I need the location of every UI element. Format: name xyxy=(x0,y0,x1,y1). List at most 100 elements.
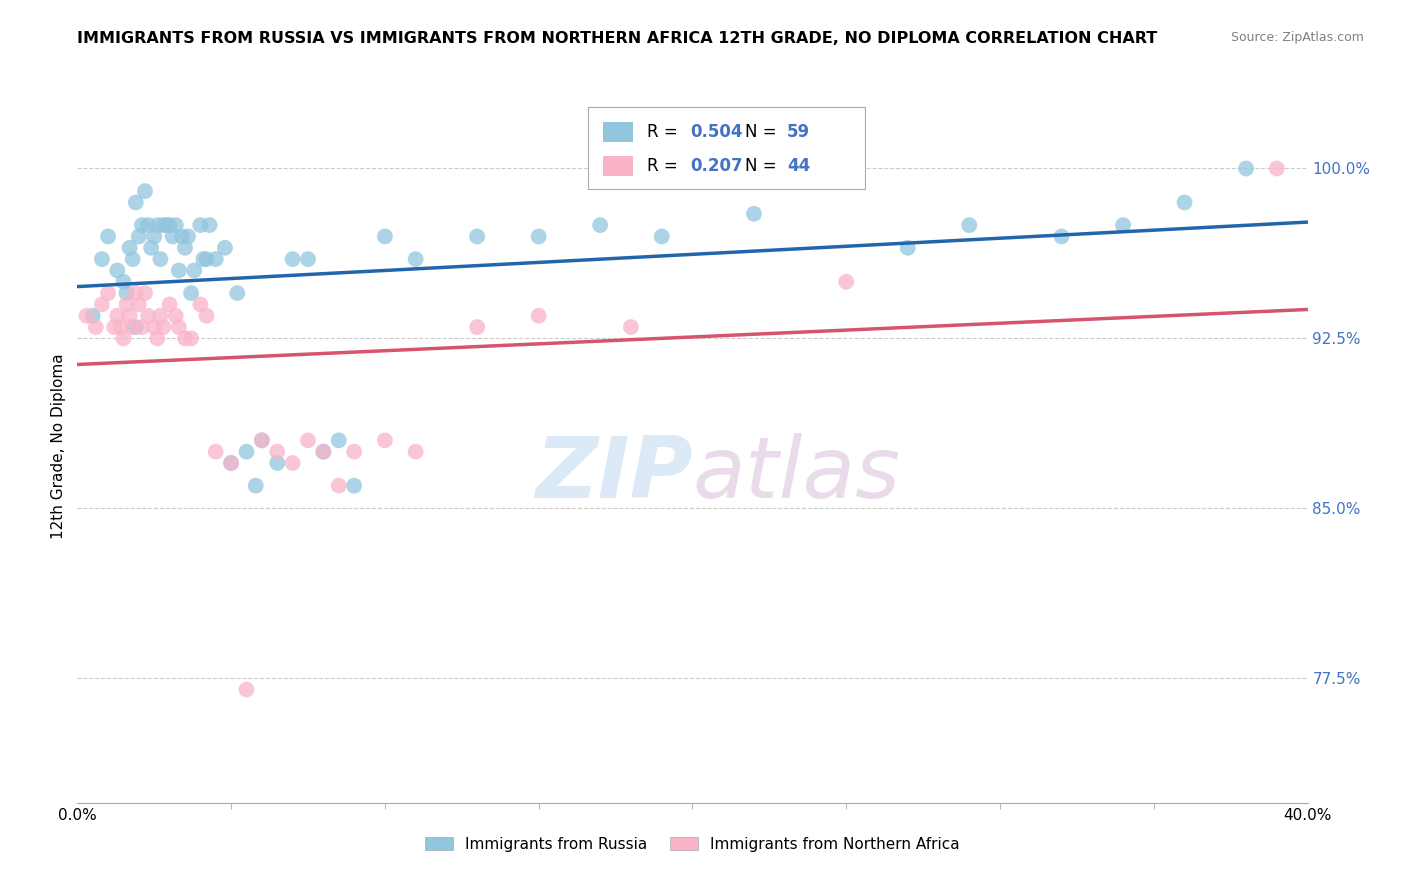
Point xyxy=(620,320,643,334)
Point xyxy=(957,218,980,232)
Point xyxy=(82,309,104,323)
Text: 0.504: 0.504 xyxy=(690,123,742,141)
Point xyxy=(1174,195,1197,210)
Point xyxy=(136,218,159,232)
Point xyxy=(1050,229,1073,244)
Point xyxy=(146,218,169,232)
Point xyxy=(165,309,187,323)
Text: N =: N = xyxy=(745,123,782,141)
Point xyxy=(188,218,212,232)
Text: IMMIGRANTS FROM RUSSIA VS IMMIGRANTS FROM NORTHERN AFRICA 12TH GRADE, NO DIPLOMA: IMMIGRANTS FROM RUSSIA VS IMMIGRANTS FRO… xyxy=(77,31,1157,46)
Point xyxy=(170,229,193,244)
Point xyxy=(174,241,197,255)
Point xyxy=(125,195,148,210)
Point xyxy=(103,320,125,334)
Point xyxy=(214,241,236,255)
Point xyxy=(188,297,212,311)
Point xyxy=(250,434,273,448)
Point xyxy=(155,218,177,232)
Point xyxy=(97,286,120,301)
Point xyxy=(152,218,174,232)
Point xyxy=(589,218,612,232)
Point xyxy=(167,263,190,277)
Point xyxy=(162,229,184,244)
Point xyxy=(235,682,257,697)
Point xyxy=(266,456,288,470)
Point xyxy=(146,331,169,345)
Point xyxy=(219,456,242,470)
Point xyxy=(141,241,163,255)
Point xyxy=(374,229,396,244)
Point xyxy=(121,252,143,266)
Text: R =: R = xyxy=(647,157,683,175)
Point xyxy=(195,252,218,266)
Point xyxy=(343,478,366,492)
Bar xyxy=(603,121,634,142)
Point xyxy=(219,456,242,470)
Point xyxy=(149,309,172,323)
Point xyxy=(97,229,120,244)
Bar xyxy=(603,156,634,176)
Point xyxy=(165,218,187,232)
Point xyxy=(297,252,319,266)
Point xyxy=(195,309,218,323)
Point xyxy=(527,229,550,244)
Point xyxy=(167,320,190,334)
Point xyxy=(121,320,143,334)
Point xyxy=(897,241,920,255)
Point xyxy=(174,331,197,345)
Point xyxy=(180,331,202,345)
Point xyxy=(118,309,141,323)
Text: N =: N = xyxy=(745,157,782,175)
Text: 0.207: 0.207 xyxy=(690,157,742,175)
Point xyxy=(131,320,153,334)
Text: 44: 44 xyxy=(787,157,810,175)
Point xyxy=(297,434,319,448)
Point xyxy=(312,444,335,458)
Point xyxy=(742,207,765,221)
Point xyxy=(374,434,396,448)
Point xyxy=(245,478,267,492)
Point xyxy=(204,252,226,266)
Point xyxy=(149,252,172,266)
Point xyxy=(651,229,673,244)
Point xyxy=(131,218,153,232)
Point xyxy=(204,444,226,458)
Point xyxy=(266,444,288,458)
Point xyxy=(343,444,366,458)
Point xyxy=(183,263,205,277)
Point xyxy=(281,252,304,266)
Bar xyxy=(588,107,865,189)
Point xyxy=(115,286,138,301)
Point xyxy=(118,241,141,255)
Point xyxy=(312,444,335,458)
Point xyxy=(405,444,427,458)
Point xyxy=(134,184,156,198)
Point xyxy=(250,434,273,448)
Point xyxy=(465,320,488,334)
Point xyxy=(84,320,107,334)
Point xyxy=(1234,161,1257,176)
Point xyxy=(527,309,550,323)
Point xyxy=(143,229,166,244)
Point xyxy=(90,252,114,266)
Text: atlas: atlas xyxy=(693,433,900,516)
Point xyxy=(198,218,221,232)
Point xyxy=(226,286,249,301)
Text: ZIP: ZIP xyxy=(534,433,693,516)
Point xyxy=(159,297,181,311)
Point xyxy=(90,297,114,311)
Point xyxy=(143,320,166,334)
Y-axis label: 12th Grade, No Diploma: 12th Grade, No Diploma xyxy=(51,353,66,539)
Point xyxy=(193,252,215,266)
Text: Source: ZipAtlas.com: Source: ZipAtlas.com xyxy=(1230,31,1364,45)
Point xyxy=(328,434,350,448)
Point xyxy=(152,320,174,334)
Point xyxy=(112,275,135,289)
Point xyxy=(328,478,350,492)
Legend: Immigrants from Russia, Immigrants from Northern Africa: Immigrants from Russia, Immigrants from … xyxy=(418,829,967,859)
Point xyxy=(235,444,257,458)
Point xyxy=(128,297,150,311)
Point xyxy=(105,263,128,277)
Point xyxy=(136,309,159,323)
